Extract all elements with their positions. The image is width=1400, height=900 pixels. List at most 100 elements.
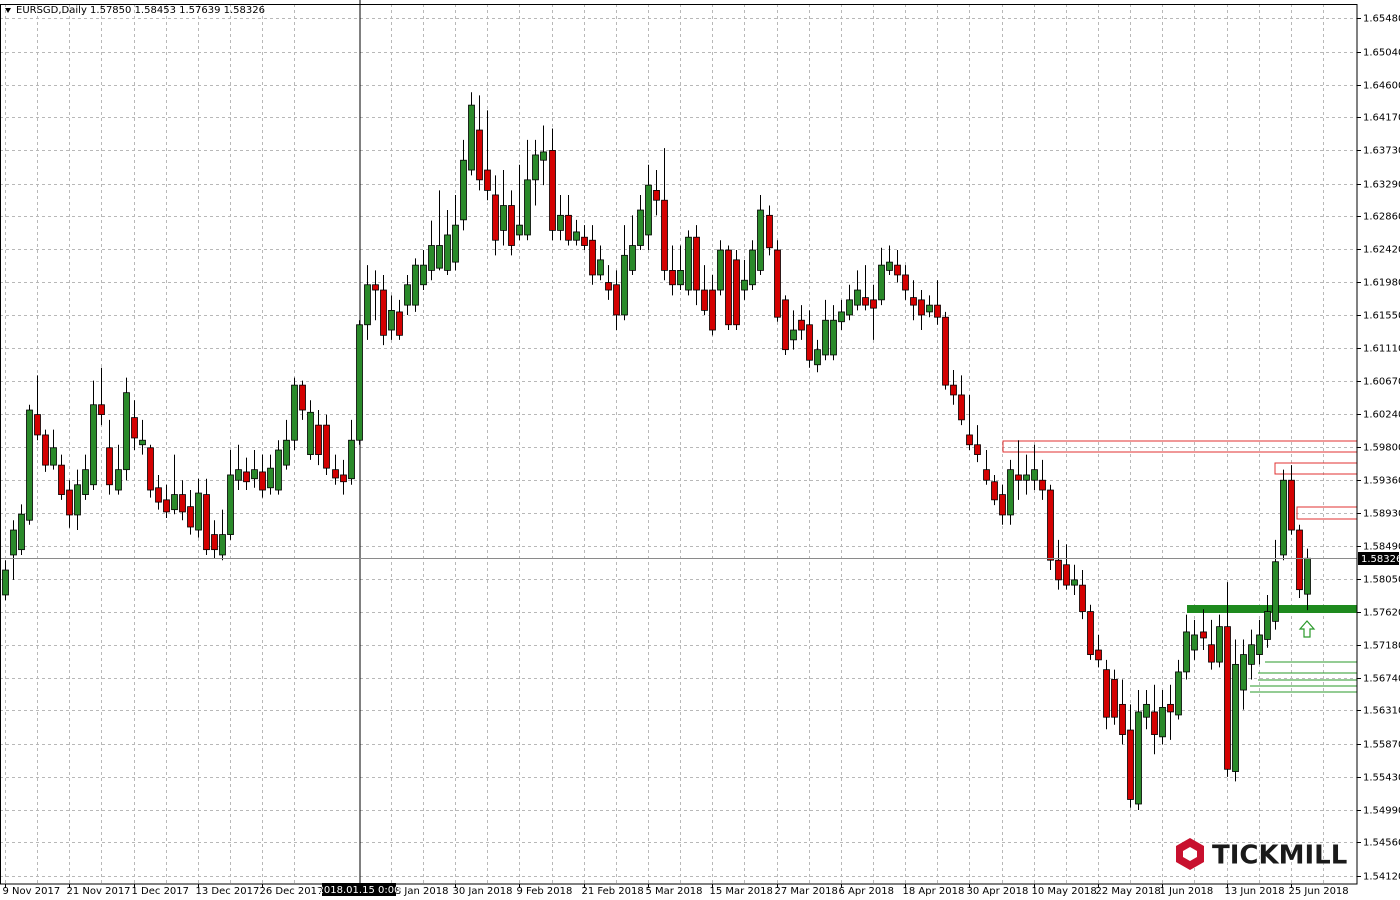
candle-body	[10, 529, 17, 556]
y-tick-label: 1.64170	[1363, 113, 1400, 124]
candle-body	[299, 384, 306, 411]
candle-body	[404, 284, 411, 306]
candle-body	[1135, 711, 1142, 805]
x-tick-label: 30 Apr 2018	[967, 886, 1029, 897]
candle-body	[283, 439, 290, 466]
x-tick-label: 26 Dec 2017	[260, 886, 324, 897]
candle-body	[1240, 654, 1247, 691]
candle-body	[106, 447, 113, 486]
candle-body	[918, 299, 925, 316]
candle-body	[621, 254, 628, 316]
candle-body	[243, 471, 250, 483]
candle-body	[1039, 479, 1046, 491]
x-tick-label: 15 Mar 2018	[710, 886, 773, 897]
candle-body	[830, 319, 837, 356]
candle-body	[757, 209, 764, 271]
candle-body	[171, 494, 178, 511]
candle-body	[685, 236, 692, 291]
candle-body	[291, 384, 298, 441]
candle-body	[492, 194, 499, 241]
x-tick-label: 9 Nov 2017	[3, 886, 61, 897]
candle-body	[1023, 474, 1030, 481]
candle-body	[323, 424, 330, 469]
candle-body	[565, 214, 572, 241]
y-tick-label: 1.61550	[1363, 311, 1400, 322]
candle-body	[1183, 631, 1190, 673]
candle-body	[332, 469, 339, 479]
x-tick-label: 27 Mar 2018	[775, 886, 838, 897]
candle-body	[581, 236, 588, 246]
x-tick-label: 1 Jun 2018	[1160, 886, 1214, 897]
candle-body	[1071, 579, 1078, 586]
candle-body	[886, 261, 893, 271]
candle-body	[1272, 561, 1279, 622]
candle-body	[476, 129, 483, 181]
candle-body	[18, 513, 25, 551]
candle-body	[195, 492, 202, 531]
candle-body	[340, 474, 347, 483]
candle-body	[999, 494, 1006, 516]
x-tick-label: 18 Jan 2018	[389, 886, 449, 897]
candle-body	[227, 474, 234, 535]
candle-body	[838, 311, 845, 323]
candle-body	[259, 471, 266, 491]
price-label-box	[1358, 552, 1399, 565]
candle-body	[1256, 634, 1263, 655]
candle-body	[139, 439, 146, 446]
y-tick-label: 1.56740	[1363, 674, 1400, 685]
candle-body	[774, 249, 781, 318]
crosshair-label-box	[322, 883, 396, 896]
y-tick-label: 1.58490	[1363, 542, 1400, 553]
candle-body	[854, 289, 861, 306]
candle-body	[822, 319, 829, 356]
candle-body	[532, 154, 539, 181]
candle-body	[661, 199, 668, 271]
y-tick-label: 1.62420	[1363, 245, 1400, 256]
y-tick-label: 1.59800	[1363, 443, 1400, 454]
candle-body	[163, 499, 170, 513]
crosshair-label: 2018.01.15 0:00	[318, 885, 401, 896]
candle-body	[123, 392, 130, 471]
candle-body	[1288, 479, 1295, 531]
candle-body	[131, 417, 138, 439]
y-tick-label: 1.63290	[1363, 180, 1400, 191]
candle-body	[348, 439, 355, 480]
candle-body	[605, 282, 612, 291]
candle-body	[1167, 703, 1174, 713]
candle-body	[966, 434, 973, 446]
candle-body	[589, 239, 596, 276]
candle-body	[549, 150, 556, 231]
plot-frame	[0, 4, 1358, 885]
x-tick-label: 22 May 2018	[1096, 886, 1161, 897]
support-zone	[1187, 605, 1357, 613]
y-tick-label: 1.63730	[1363, 146, 1400, 157]
candle-body	[444, 234, 451, 271]
candle-body	[637, 209, 644, 246]
candle-body	[766, 214, 773, 249]
price-label: 1.58326	[1361, 554, 1400, 565]
candle-body	[717, 249, 724, 291]
candle-body	[66, 489, 73, 516]
candle-body	[974, 444, 981, 455]
y-tick-label: 1.59360	[1363, 476, 1400, 487]
x-tick-label: 13 Dec 2017	[196, 886, 260, 897]
candle-body	[155, 487, 162, 503]
y-tick-label: 1.54560	[1363, 838, 1400, 849]
candle-body	[613, 284, 620, 316]
candle-body	[958, 394, 965, 421]
candle-body	[90, 404, 97, 486]
y-tick-label: 1.57620	[1363, 608, 1400, 619]
candle-body	[902, 274, 909, 291]
candle-body	[1216, 626, 1223, 663]
candle-body	[814, 349, 821, 366]
candle-body	[235, 469, 242, 481]
logo-mark-inner	[1183, 847, 1197, 861]
up-arrow	[1298, 620, 1316, 638]
candle-body	[436, 245, 443, 269]
candle-body	[219, 534, 226, 556]
y-tick-label: 1.64600	[1363, 81, 1400, 92]
candle-body	[412, 264, 419, 306]
candle-body	[709, 289, 716, 331]
candle-body	[1175, 671, 1182, 716]
